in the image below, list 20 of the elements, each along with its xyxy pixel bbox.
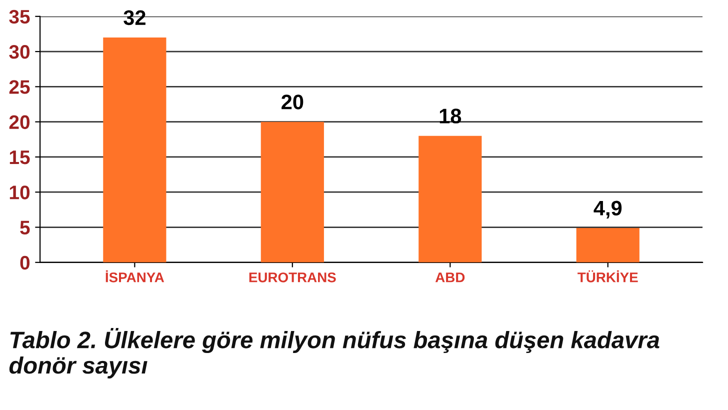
y-tick-label: 10: [10, 186, 30, 200]
text: Tablo 2. Ülkelere göre milyon nüfus başına düşen kadavra donör sayısı: [9, 328, 660, 378]
y-tick-label: 25: [9, 80, 30, 94]
y-tick-label: 20: [9, 115, 30, 130]
y-tick-label: 35: [9, 10, 30, 24]
data-label: 20: [282, 94, 304, 110]
bar: [260, 122, 324, 262]
bar: [418, 136, 482, 262]
x-tick-label: EUROTRANS: [249, 272, 336, 282]
y-tick-label: 30: [9, 45, 30, 59]
y-tick-label: 15: [10, 150, 30, 164]
data-label: 18: [440, 108, 462, 124]
x-tick-label: ABD: [435, 272, 465, 282]
bar: [576, 228, 640, 262]
y-tick-label: 5: [20, 220, 30, 234]
y-tick-label: 0: [20, 256, 30, 270]
data-label: 4,9: [594, 200, 622, 219]
bar: [103, 37, 166, 262]
x-tick-label: TÜRKİYE: [578, 270, 638, 282]
x-tick-label: İSPANYA: [106, 270, 164, 282]
